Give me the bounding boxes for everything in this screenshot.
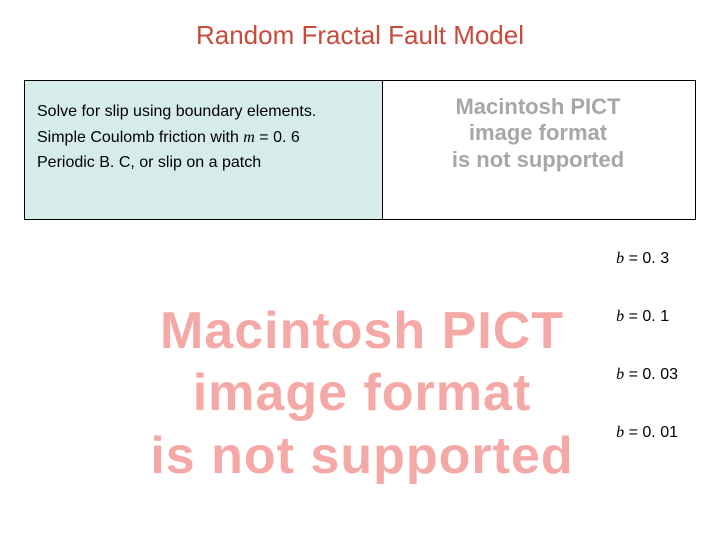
pict-placeholder-big: Macintosh PICT image format is not suppo… <box>22 300 702 487</box>
pict-big-l1: Macintosh PICT <box>22 300 702 362</box>
beta-value: = 0. 03 <box>624 366 678 383</box>
beta-item-2: b = 0. 1 <box>616 308 678 326</box>
beta-item-1: b = 0. 3 <box>616 250 678 268</box>
beta-list: b = 0. 3 b = 0. 1 b = 0. 03 b = 0. 01 <box>616 250 678 442</box>
beta-value: = 0. 3 <box>624 250 669 267</box>
beta-value: = 0. 01 <box>624 424 678 441</box>
pict-big-l2: image format <box>22 362 702 424</box>
beta-symbol: b <box>616 308 624 325</box>
box-line-3: Periodic B. C, or slip on a patch <box>37 150 370 176</box>
box-line-2-suffix: = 0. 6 <box>255 129 300 146</box>
pict-small-l2: image format <box>390 120 686 146</box>
box-line-2: Simple Coulomb friction with m = 0. 6 <box>37 125 370 151</box>
beta-value: = 0. 1 <box>624 308 669 325</box>
pict-small-l1: Macintosh PICT <box>390 94 686 120</box>
beta-item-3: b = 0. 03 <box>616 366 678 384</box>
page-title: Random Fractal Fault Model <box>0 20 720 51</box>
mu-symbol: m <box>243 129 255 146</box>
pict-placeholder-small: Macintosh PICT image format is not suppo… <box>390 94 686 173</box>
pict-small-l3: is not supported <box>390 147 686 173</box>
description-panel: Solve for slip using boundary elements. … <box>25 81 383 219</box>
pict-big-l3: is not supported <box>22 425 702 487</box>
beta-symbol: b <box>616 250 624 267</box>
beta-symbol: b <box>616 366 624 383</box>
beta-item-4: b = 0. 01 <box>616 424 678 442</box>
box-line-1: Solve for slip using boundary elements. <box>37 99 370 125</box>
box-line-2-prefix: Simple Coulomb friction with <box>37 129 243 146</box>
beta-symbol: b <box>616 424 624 441</box>
